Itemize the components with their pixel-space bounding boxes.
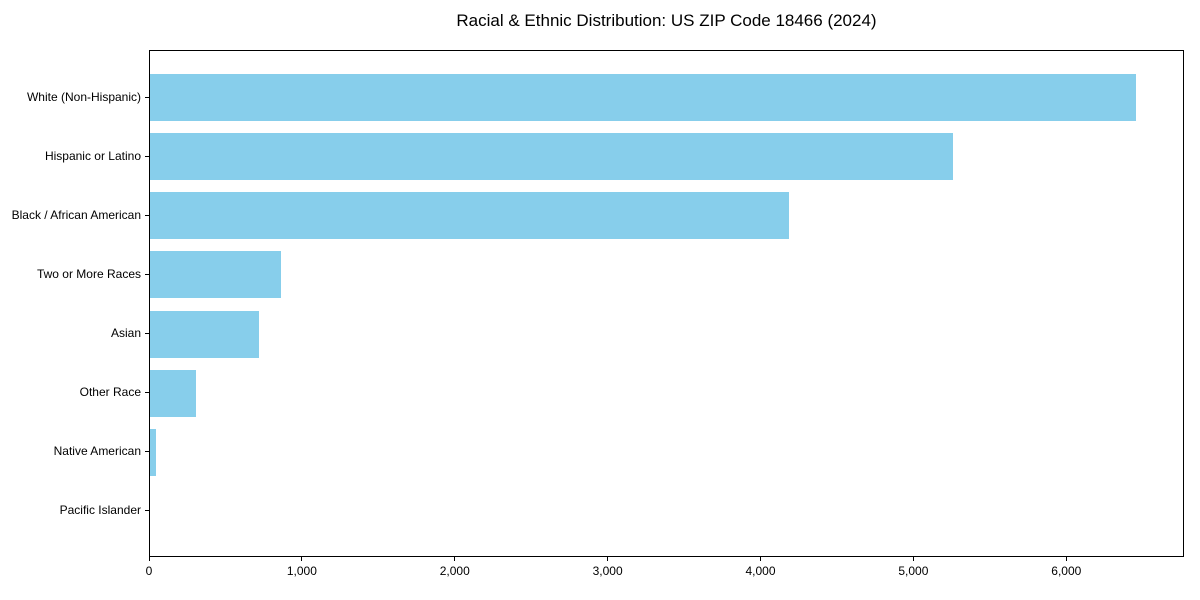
x-tick-mark: [607, 557, 609, 561]
x-tick-label: 0: [145, 564, 153, 578]
y-tick-label: Black / African American: [11, 207, 141, 222]
x-tick-mark: [148, 557, 150, 561]
y-tick-mark: [145, 510, 149, 512]
x-tick-mark: [454, 557, 456, 561]
y-tick-label: Hispanic or Latino: [44, 148, 141, 163]
x-tick-label: 5,000: [898, 564, 929, 578]
x-tick-label: 2,000: [439, 564, 470, 578]
x-tick-mark: [760, 557, 762, 561]
x-tick-label: 3,000: [592, 564, 623, 578]
y-tick-mark: [145, 451, 149, 453]
x-tick-label: 6,000: [1051, 564, 1082, 578]
bar: [150, 192, 790, 240]
y-tick-label: White (Non-Hispanic): [26, 89, 141, 104]
bar: [150, 428, 157, 476]
y-tick-label: Asian: [110, 326, 141, 341]
plot-area: [149, 50, 1184, 557]
bar: [150, 369, 196, 417]
bar: [150, 251, 282, 299]
y-tick-label: Two or More Races: [36, 266, 141, 281]
x-tick-label: 4,000: [745, 564, 776, 578]
chart-title: Racial & Ethnic Distribution: US ZIP Cod…: [456, 11, 877, 30]
y-tick-mark: [145, 214, 149, 216]
x-tick-label: 1,000: [286, 564, 317, 578]
x-tick-mark: [912, 557, 914, 561]
y-tick-mark: [145, 333, 149, 335]
y-tick-mark: [145, 96, 149, 98]
x-tick-mark: [301, 557, 303, 561]
y-tick-label: Other Race: [79, 385, 141, 400]
x-tick-mark: [1065, 557, 1067, 561]
y-tick-mark: [145, 155, 149, 157]
bar: [150, 310, 260, 358]
y-tick-mark: [145, 392, 149, 394]
bar: [150, 74, 1137, 122]
bar: [150, 133, 953, 181]
y-tick-label: Pacific Islander: [59, 503, 141, 518]
y-tick-label: Native American: [53, 444, 141, 459]
y-tick-mark: [145, 273, 149, 275]
